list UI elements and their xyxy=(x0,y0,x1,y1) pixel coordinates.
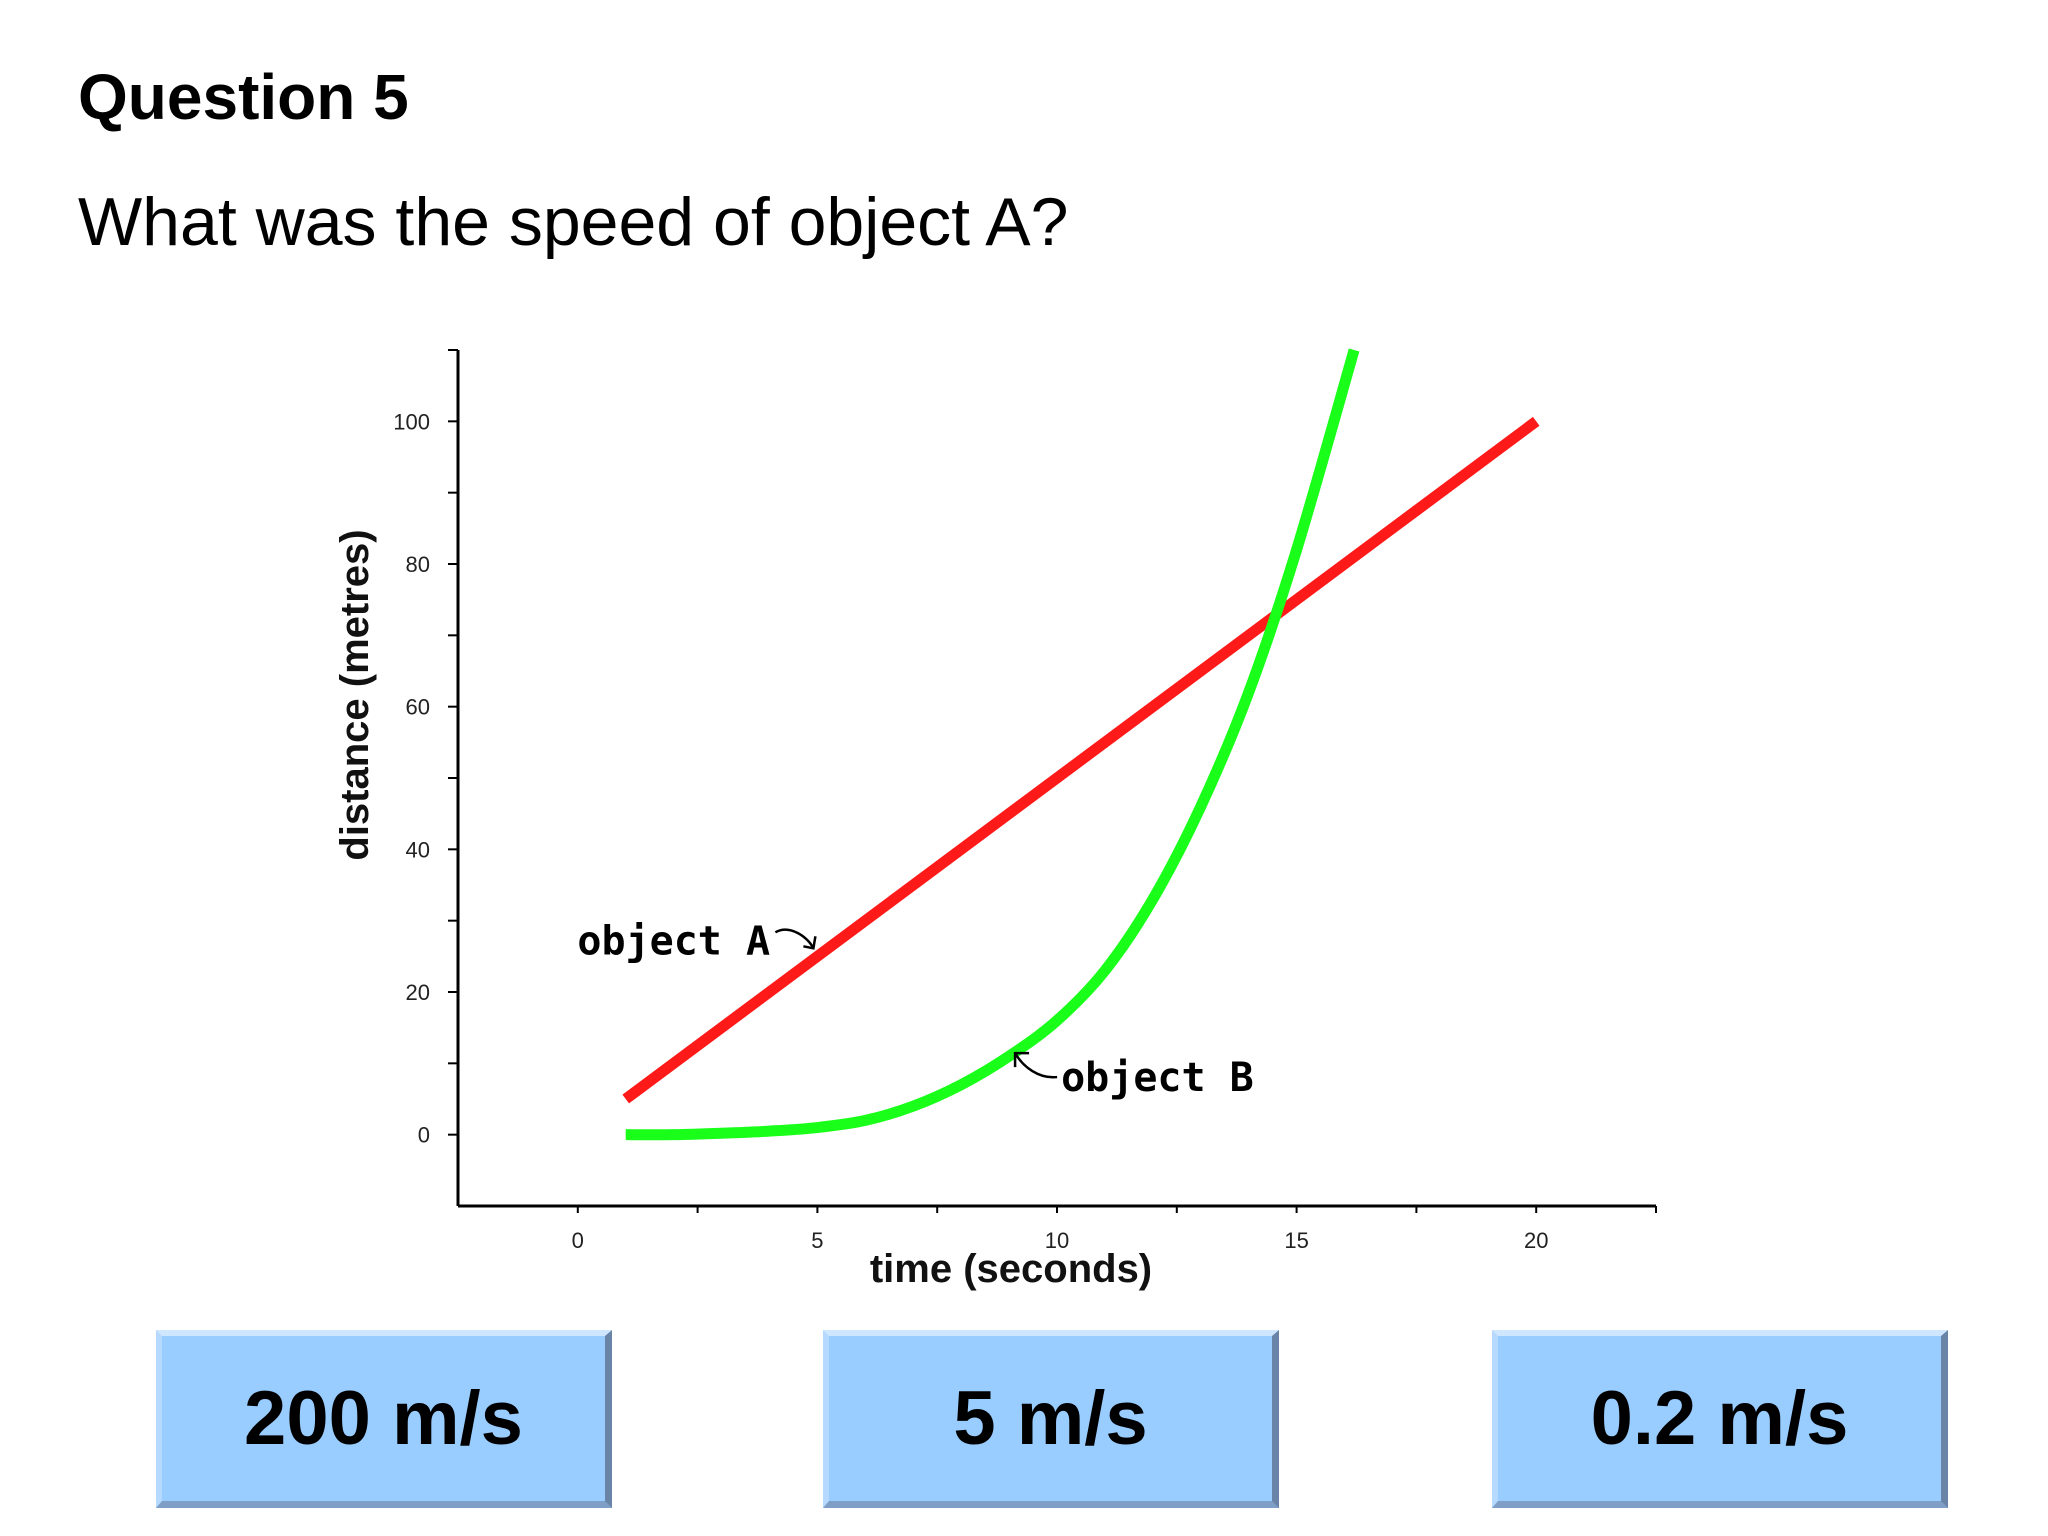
series-line-2 xyxy=(625,348,1360,1141)
distance-time-chart: 0 5 10 15 20 0 20 40 60 80 100 object A object B t… xyxy=(333,348,1657,1291)
object-b-arrow xyxy=(1013,1052,1058,1079)
x-axis-ticks: 0 5 10 15 20 xyxy=(572,1206,1657,1253)
object-b-label: object B xyxy=(1061,1055,1254,1101)
object-a-label: object A xyxy=(577,918,770,964)
x-tick-label: 20 xyxy=(1524,1228,1548,1253)
object-b-arrowhead xyxy=(1013,1051,1030,1068)
y-tick-label: 40 xyxy=(406,837,430,862)
y-tick-label: 0 xyxy=(418,1123,430,1148)
x-tick-label: 0 xyxy=(572,1228,584,1253)
y-axis-title: distance (metres) xyxy=(333,529,377,860)
x-axis-title: time (seconds) xyxy=(870,1247,1152,1291)
x-tick-label: 10 xyxy=(1045,1228,1069,1253)
y-tick-label: 100 xyxy=(393,409,430,434)
x-tick-label: 15 xyxy=(1284,1228,1308,1253)
x-tick-label: 5 xyxy=(811,1228,823,1253)
y-tick-label: 20 xyxy=(406,980,430,1005)
y-axis-ticks: 0 20 40 60 80 100 xyxy=(393,349,458,1148)
object-a-arrowhead xyxy=(803,936,817,950)
chart-annotations: object A object B xyxy=(577,918,1253,1101)
answer-button-2[interactable]: 5 m/s xyxy=(823,1330,1279,1508)
y-tick-label: 60 xyxy=(406,695,430,720)
answer-button-1[interactable]: 200 m/s xyxy=(156,1330,612,1508)
series-line-1 xyxy=(622,416,1540,1104)
question-text: What was the speed of object A? xyxy=(78,184,1069,260)
object-a-arrow xyxy=(774,928,815,949)
answer-button-3[interactable]: 0.2 m/s xyxy=(1492,1330,1948,1508)
question-title: Question 5 xyxy=(78,61,409,133)
chart-series xyxy=(622,348,1540,1141)
y-tick-label: 80 xyxy=(406,552,430,577)
